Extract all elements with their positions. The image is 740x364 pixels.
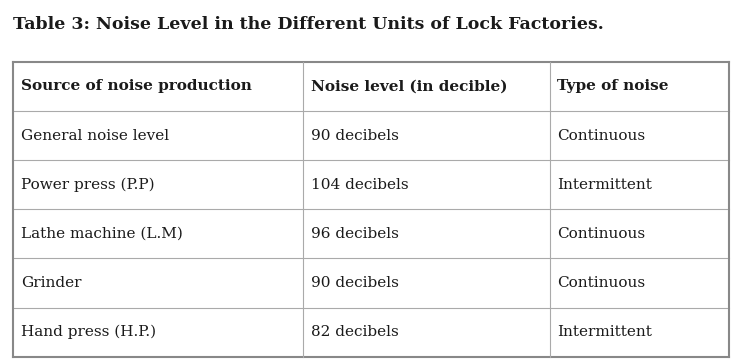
Bar	[13, 62, 729, 357]
Text: Type of noise: Type of noise	[557, 79, 669, 94]
Text: General noise level: General noise level	[21, 128, 169, 143]
Text: 90 decibels: 90 decibels	[311, 276, 398, 290]
Text: Lathe machine (L.M): Lathe machine (L.M)	[21, 227, 183, 241]
Text: Grinder: Grinder	[21, 276, 81, 290]
Text: Continuous: Continuous	[557, 276, 645, 290]
Text: Power press (P.P): Power press (P.P)	[21, 178, 155, 192]
Text: Hand press (H.P.): Hand press (H.P.)	[21, 325, 156, 339]
Text: Intermittent: Intermittent	[557, 178, 652, 192]
Text: Source of noise production: Source of noise production	[21, 79, 252, 94]
Text: Noise level (in decible): Noise level (in decible)	[311, 79, 507, 94]
Text: Table 3: Noise Level in the Different Units of Lock Factories.: Table 3: Noise Level in the Different Un…	[13, 16, 604, 33]
Text: 90 decibels: 90 decibels	[311, 128, 398, 143]
Text: Intermittent: Intermittent	[557, 325, 652, 339]
Text: 82 decibels: 82 decibels	[311, 325, 398, 339]
Text: Continuous: Continuous	[557, 128, 645, 143]
Text: 96 decibels: 96 decibels	[311, 227, 398, 241]
Text: Continuous: Continuous	[557, 227, 645, 241]
Text: 104 decibels: 104 decibels	[311, 178, 408, 192]
